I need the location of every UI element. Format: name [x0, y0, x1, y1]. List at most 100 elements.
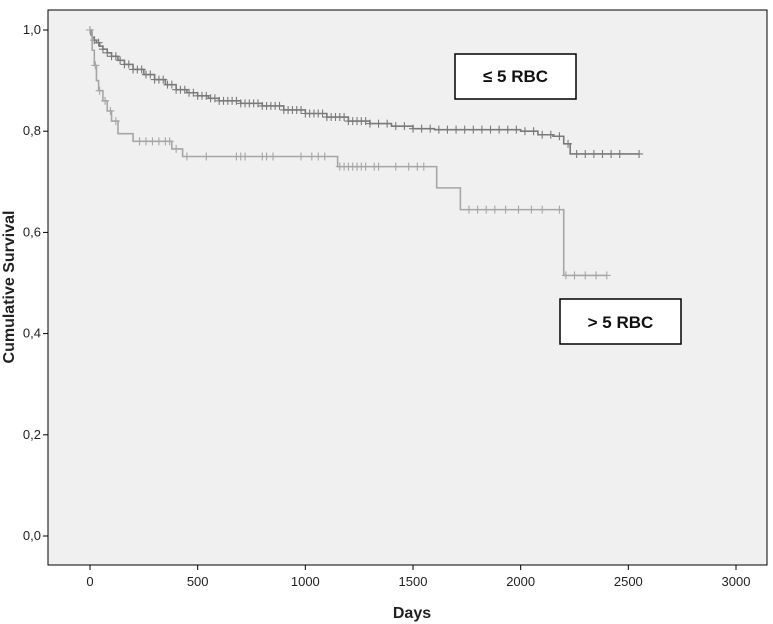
y-tick-label: 0,8: [23, 123, 41, 138]
series-0-censor-mark: [572, 149, 581, 158]
series-1-censor-mark: [241, 152, 250, 161]
series-0-censor-mark: [581, 149, 590, 158]
series-0-censor-mark: [98, 45, 107, 54]
series-1-censor-mark: [391, 162, 400, 171]
series-0-censor-mark: [167, 80, 176, 89]
series-0-censor-mark: [210, 94, 219, 103]
series-0-censor-mark: [452, 125, 461, 134]
series-0-censor-mark: [546, 130, 555, 139]
series-1-censor-mark: [404, 162, 413, 171]
x-tick-label: 1000: [291, 574, 320, 589]
series-1-line: [90, 29, 607, 277]
series-1-censor-mark: [555, 205, 564, 214]
y-tick-label: 0,2: [23, 427, 41, 442]
y-axis-title: Cumulative Survival: [1, 211, 18, 364]
series-1-censor-mark: [464, 205, 473, 214]
x-axis-title: Days: [393, 605, 431, 622]
series-1-censor-mark: [95, 86, 104, 95]
series-1-censor-mark: [374, 162, 383, 171]
series-0-censor-mark: [275, 101, 284, 110]
x-tick-label: 2000: [506, 574, 535, 589]
series-1-censor-mark: [581, 271, 590, 280]
series-1-censor-mark: [473, 205, 482, 214]
series-0-censor-mark: [361, 117, 370, 126]
series-0-censor-mark: [409, 124, 417, 133]
series-0-censor-mark: [232, 96, 241, 105]
series-0-censor-mark: [589, 149, 598, 158]
x-axis: 0 500 1000 1500 2000 2500 3000: [86, 565, 750, 589]
series-0-censor-mark: [538, 130, 547, 139]
series-0-censor-mark: [434, 125, 443, 134]
series-0-censor-mark: [426, 124, 435, 133]
series-0-censor-mark: [318, 109, 327, 118]
series-1-censor-mark: [269, 152, 278, 161]
series-1-censor-mark: [527, 205, 536, 214]
series-0-censor-mark: [615, 149, 624, 158]
series-0-censor-mark: [124, 60, 133, 69]
series-1-censor-mark: [501, 205, 510, 214]
series-0-censor-mark: [495, 125, 504, 134]
annotation-label-gt5: > 5 RBC: [588, 313, 654, 332]
series-1-censor-mark: [111, 117, 120, 126]
series-1-censor-mark: [482, 205, 491, 214]
series-0-censor-mark: [383, 119, 392, 128]
series-0-censor-mark: [555, 132, 564, 141]
series-1-censor-mark: [361, 162, 370, 171]
series-0-censor-mark: [598, 149, 607, 158]
series-0-censor-mark: [460, 125, 469, 134]
series-0-censor-mark: [111, 52, 120, 61]
series-0-censor-mark: [443, 125, 452, 134]
annotation-box-gt5-frame: [559, 298, 682, 345]
series-1-censor-mark: [202, 152, 211, 161]
series-0-censor-mark: [159, 75, 168, 84]
series-0-censor-mark: [635, 149, 644, 158]
series-0-censor-mark: [520, 127, 529, 136]
plot-area: [47, 9, 768, 566]
series-1-censor-mark: [101, 96, 110, 105]
series-1-censor-mark: [538, 205, 547, 214]
series-0-censor-mark: [417, 124, 426, 133]
series-0-censor-mark: [486, 125, 495, 134]
y-tick-label: 0,4: [23, 326, 41, 341]
series-1-censor-mark: [490, 205, 499, 214]
series-1-censor-mark: [297, 152, 306, 161]
annotation-box-le5-frame: [454, 53, 577, 100]
series-1-censor-mark: [172, 144, 181, 153]
y-axis: 0,0 0,2 0,4 0,6 0,8 1,0: [23, 22, 48, 543]
series-1-censor-mark: [91, 61, 100, 70]
series-0-censor-mark: [512, 125, 521, 134]
series-0-censor-mark: [253, 99, 262, 108]
series-0-censor-mark: [503, 125, 512, 134]
series-1-censor-mark: [165, 137, 174, 146]
series-0-censor-mark: [94, 38, 103, 47]
annotation-box-gt5: > 5 RBC: [559, 298, 682, 345]
series-1-censor-mark: [86, 26, 94, 34]
series-0-censor-mark: [477, 125, 486, 134]
x-tick-label: 3000: [722, 574, 751, 589]
series-layer: [86, 26, 644, 280]
y-tick-label: 1,0: [23, 22, 41, 37]
series-1-censor-mark: [419, 162, 428, 171]
x-tick-label: 1500: [399, 574, 428, 589]
series-0-censor-mark: [607, 149, 616, 158]
series-1-censor-mark: [570, 271, 579, 280]
y-tick-label: 0,6: [23, 224, 41, 239]
series-1-censor-mark: [106, 106, 115, 115]
series-0-censor-mark: [564, 139, 573, 148]
annotation-box-le5: ≤ 5 RBC: [454, 53, 577, 100]
series-0-censor-mark: [340, 113, 349, 122]
series-1-censor-mark: [561, 271, 570, 280]
series-0-censor-mark: [202, 91, 211, 100]
x-tick-label: 2500: [614, 574, 643, 589]
series-0-censor-mark: [189, 88, 198, 97]
annotation-label-le5: ≤ 5 RBC: [483, 67, 548, 86]
series-0-censor-mark: [529, 127, 538, 136]
series-0-censor-mark: [180, 85, 189, 94]
series-0-censor-mark: [391, 122, 400, 131]
x-tick-label: 500: [187, 574, 209, 589]
series-1-censor-mark: [602, 271, 611, 280]
series-1-censor-mark: [320, 152, 329, 161]
series-0-censor-mark: [469, 125, 478, 134]
series-0-censor-mark: [116, 56, 125, 65]
